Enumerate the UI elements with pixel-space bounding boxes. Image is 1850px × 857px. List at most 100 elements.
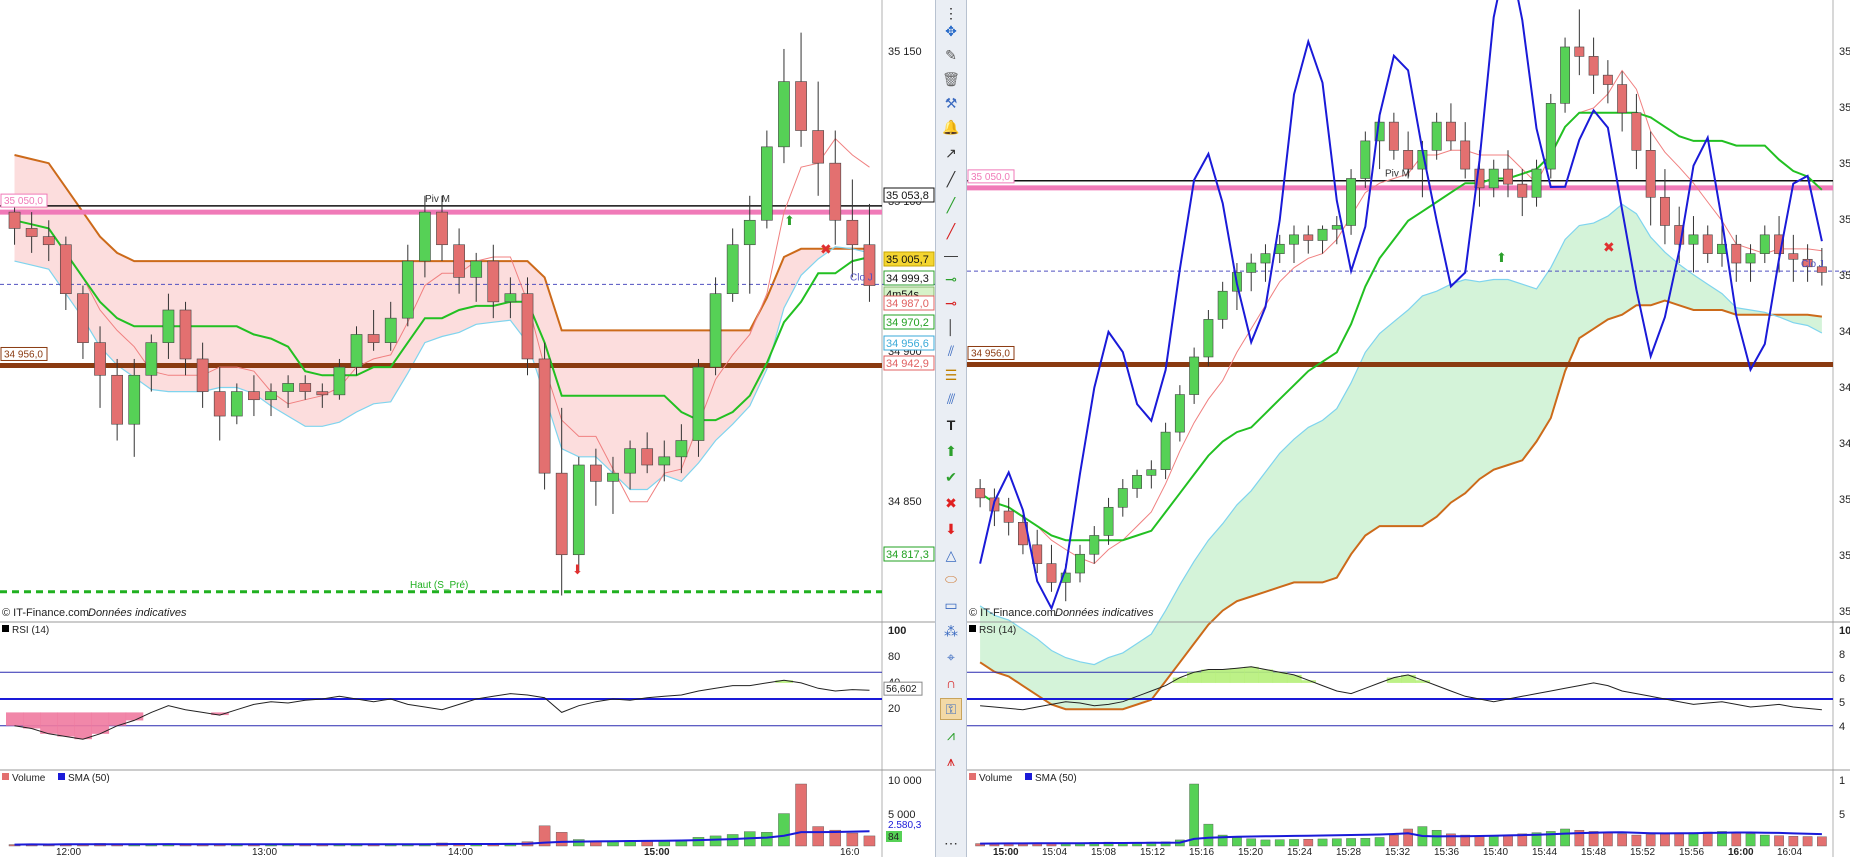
candle-body [350, 334, 363, 368]
check-icon[interactable]: ✔ [945, 469, 957, 485]
volume-sma-line [14, 830, 870, 846]
candle-body [1303, 234, 1314, 241]
time-tick-label: 15:04 [1042, 847, 1067, 857]
time-tick-label: 15:00 [644, 847, 670, 857]
red-horizontal-icon[interactable]: ⊸ [945, 295, 957, 311]
volume-bar [1517, 833, 1528, 847]
time-tick-label: 15:16 [1189, 847, 1214, 857]
cross-icon[interactable]: ✖ [945, 495, 957, 511]
fibonacci-icon[interactable]: ☰ [944, 367, 958, 383]
vertical-line-icon[interactable]: │ [946, 319, 956, 335]
trash-icon[interactable]: 🗑 [942, 71, 960, 87]
close-prev-day-label: Clo J [850, 272, 873, 283]
text-tool-icon[interactable]: T [946, 417, 956, 433]
arrow-line-icon[interactable]: ↗ [945, 145, 957, 161]
time-tick-label: 15:08 [1091, 847, 1116, 857]
candle-body [1246, 262, 1257, 273]
rectangle-icon[interactable]: ▭ [944, 597, 958, 613]
volume-bar [692, 837, 705, 847]
trend-line-icon[interactable]: ╱ [946, 171, 956, 187]
resistance-tag-box [967, 169, 1015, 184]
time-tick-label: 16:00 [1728, 847, 1754, 857]
price-tag-senkou_a: 34 956,6 [886, 338, 929, 350]
watermark: © IT-Finance.com [2, 607, 89, 619]
move-crosshair-icon[interactable]: ✥ [945, 23, 957, 39]
volume-bar [1617, 833, 1627, 847]
price-tag-pivot: 35 053,8 [886, 190, 929, 202]
candle-body [743, 219, 756, 246]
right-chart-panel[interactable]: 35 050,0 34 956,0 Piv M Clo J © IT-Finance.c… [967, 0, 1850, 857]
magnet-icon[interactable]: ∩ [945, 675, 957, 691]
rsi-oversold-fill [74, 712, 92, 740]
green-horizontal-icon[interactable]: ⊸ [945, 271, 957, 287]
candle-body [778, 81, 790, 148]
candle-body [453, 244, 465, 278]
green-line-icon[interactable]: ╱ [946, 197, 956, 213]
rsi-overbought-fill [1286, 674, 1302, 683]
rsi-line [14, 679, 870, 740]
left-chart-svg[interactable]: 35 050,0 34 956,0 Piv M Clo J Haut (S_Pré) © … [0, 0, 935, 857]
channel-icon[interactable]: ⫻ [946, 391, 956, 407]
candle-body [1075, 553, 1085, 574]
rsi-overbought-fill [1258, 669, 1274, 683]
ellipse-icon[interactable]: ⬭ [945, 571, 957, 587]
price-tag-last: 35 005,7 [886, 254, 929, 266]
triangle-icon[interactable]: △ [945, 547, 957, 563]
pattern-icon[interactable]: ⁂ [944, 623, 958, 639]
volume-bar [1189, 783, 1199, 847]
zigzag-icon[interactable]: ⩚ [947, 753, 955, 769]
rsi-label: RSI (14) [12, 625, 49, 636]
left-chart-panel[interactable]: 35 050,0 34 956,0 Piv M Clo J Haut (S_Pré) © … [0, 0, 935, 857]
candle-body [1802, 258, 1813, 268]
sma-label: SMA (50) [1035, 773, 1077, 784]
candle-body [812, 130, 825, 164]
resistance-tag: 35 050,0 [971, 172, 1010, 183]
right-chart-svg[interactable]: 35 050,0 34 956,0 Piv M Clo J © IT-Finance.c… [967, 0, 1850, 857]
candle-body [1574, 46, 1585, 57]
candle-body [196, 358, 209, 392]
time-tick-label: 15:28 [1336, 847, 1361, 857]
pivot-label: Piv M [1385, 169, 1410, 180]
volume-bar [1303, 838, 1314, 847]
volume-sma-line [980, 831, 1822, 845]
volume-bar [846, 832, 859, 847]
more-dots-icon[interactable]: ⋯ [944, 835, 958, 851]
candle-body [384, 317, 397, 343]
candle-body [1388, 121, 1399, 151]
eraser-icon[interactable]: ✎ [945, 47, 957, 63]
volume-bar [1545, 831, 1556, 847]
collapse-arrows-icon[interactable]: ⋮ [944, 5, 958, 21]
indicator-icon[interactable]: ⩘ [947, 727, 955, 743]
rsi-overbought-fill [1229, 668, 1245, 683]
candle-body [624, 448, 636, 474]
price-tag-box [883, 295, 935, 311]
red-line-icon[interactable]: ╱ [946, 223, 956, 239]
candle-body [975, 488, 986, 499]
volume-bar [1360, 838, 1371, 847]
rsi-oversold-fill [23, 712, 41, 729]
volume-bar [1802, 836, 1813, 847]
volume-value: 84 [888, 832, 900, 843]
candle-body [692, 366, 705, 441]
tenkan-line [979, 69, 1822, 565]
lock-tool-icon[interactable]: ⚿ [940, 698, 962, 720]
fan-tool-icon[interactable]: ⫽ [947, 343, 955, 359]
volume-bar [1274, 839, 1285, 847]
candle-body [1816, 266, 1827, 273]
rsi-legend-swatch [2, 625, 9, 632]
select-icon[interactable]: ⌖ [947, 649, 955, 665]
volume-bar [726, 834, 739, 847]
up-arrow-icon[interactable]: ⬆ [945, 443, 957, 459]
watermark-note: Données indicatives [88, 607, 187, 619]
magic-tool-icon[interactable]: ⚒ [944, 95, 958, 111]
resistance-tag-box [0, 193, 48, 208]
candle-body [1688, 234, 1699, 245]
support-tag: 34 956,0 [971, 348, 1010, 359]
down-arrow-icon[interactable]: ⬇ [945, 521, 957, 537]
ichimoku-cloud [980, 204, 1822, 710]
horizontal-line-icon[interactable]: — [944, 247, 958, 263]
alert-bell-icon[interactable]: 🔔 [942, 119, 960, 135]
rsi-oversold-fill [211, 712, 229, 716]
candle-body [1403, 150, 1414, 170]
rsi-legend-swatch [969, 625, 976, 632]
